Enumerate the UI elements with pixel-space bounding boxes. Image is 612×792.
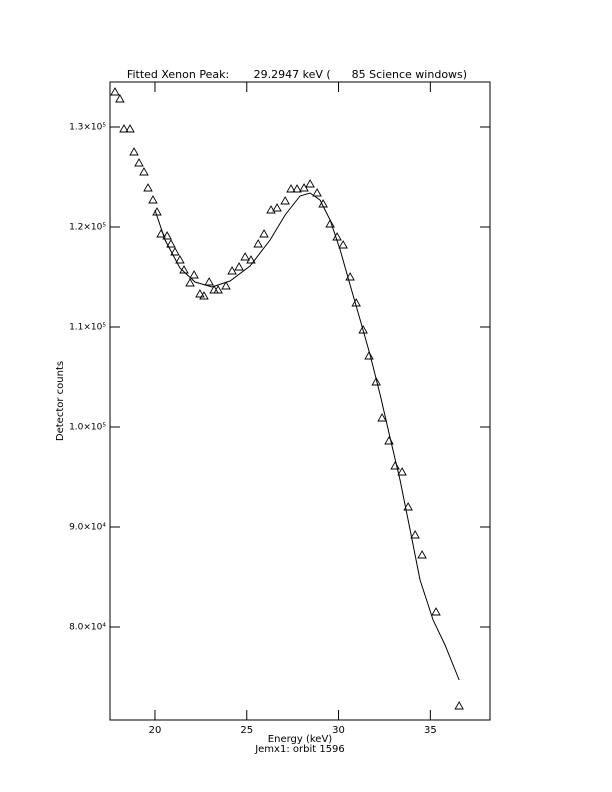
data-point: [364, 351, 374, 360]
data-point: [338, 240, 348, 249]
data-point: [280, 196, 290, 205]
data-point: [397, 467, 407, 476]
y-tick-label: 8.0×10⁴: [69, 623, 106, 633]
data-point: [390, 461, 400, 470]
data-point: [305, 179, 315, 188]
data-point: [195, 289, 205, 298]
fit-line: [154, 192, 460, 681]
subtitle: Jemx1: orbit 1596: [254, 744, 345, 755]
chart-title: Fitted Xenon Peak: 29.2947 keV ( 85 Scie…: [127, 68, 467, 81]
data-point: [371, 377, 381, 386]
data-point: [259, 229, 269, 238]
x-tick-label: 20: [149, 725, 162, 736]
data-point: [110, 87, 120, 96]
x-tick-label: 25: [240, 725, 253, 736]
data-point: [162, 231, 172, 240]
y-tick-label: 1.0×10⁵: [69, 423, 106, 433]
data-point: [175, 255, 185, 264]
data-point: [332, 232, 342, 241]
data-point: [292, 184, 302, 193]
data-point: [179, 265, 189, 274]
data-point: [240, 252, 250, 261]
data-point: [318, 199, 328, 208]
plot-frame: [109, 81, 491, 721]
data-point: [234, 262, 244, 271]
y-tick-label: 1.3×10⁵: [69, 123, 106, 133]
data-point: [417, 550, 427, 559]
data-point: [312, 188, 322, 197]
data-point: [286, 184, 296, 193]
data-point: [143, 183, 153, 192]
data-point: [139, 167, 149, 176]
y-axis-label: Detector counts: [55, 361, 66, 441]
data-point: [403, 502, 413, 511]
data-point: [204, 277, 214, 286]
x-tick-label: 35: [424, 725, 437, 736]
data-point: [384, 436, 394, 445]
data-point: [299, 183, 309, 192]
data-point: [189, 270, 199, 279]
data-point: [358, 325, 368, 334]
data-point: [221, 281, 231, 290]
data-point: [156, 229, 166, 238]
y-tick-label: 1.1×10⁵: [69, 323, 106, 333]
data-point: [115, 94, 125, 103]
data-point: [325, 219, 335, 228]
data-point: [410, 530, 420, 539]
data-point: [199, 291, 209, 300]
data-point: [272, 203, 282, 212]
data-point: [119, 124, 129, 133]
y-tick-label: 9.0×10⁴: [69, 523, 106, 533]
data-point: [377, 413, 387, 422]
data-point: [152, 207, 162, 216]
y-tick-label: 1.2×10⁵: [69, 223, 106, 233]
x-axis-label: Energy (keV): [268, 734, 333, 745]
data-point: [134, 158, 144, 167]
data-point: [345, 272, 355, 281]
data-point: [351, 298, 361, 307]
data-point: [213, 285, 223, 294]
data-point: [246, 255, 256, 264]
data-point: [454, 701, 464, 710]
data-point: [431, 607, 441, 616]
data-point: [266, 205, 276, 214]
data-point: [125, 124, 135, 133]
data-point: [227, 266, 237, 275]
data-point: [129, 147, 139, 156]
data-point: [148, 195, 158, 204]
x-tick-label: 30: [332, 725, 345, 736]
data-point: [185, 278, 195, 287]
data-point: [253, 239, 263, 248]
data-point: [170, 247, 180, 256]
data-point: [166, 239, 176, 248]
